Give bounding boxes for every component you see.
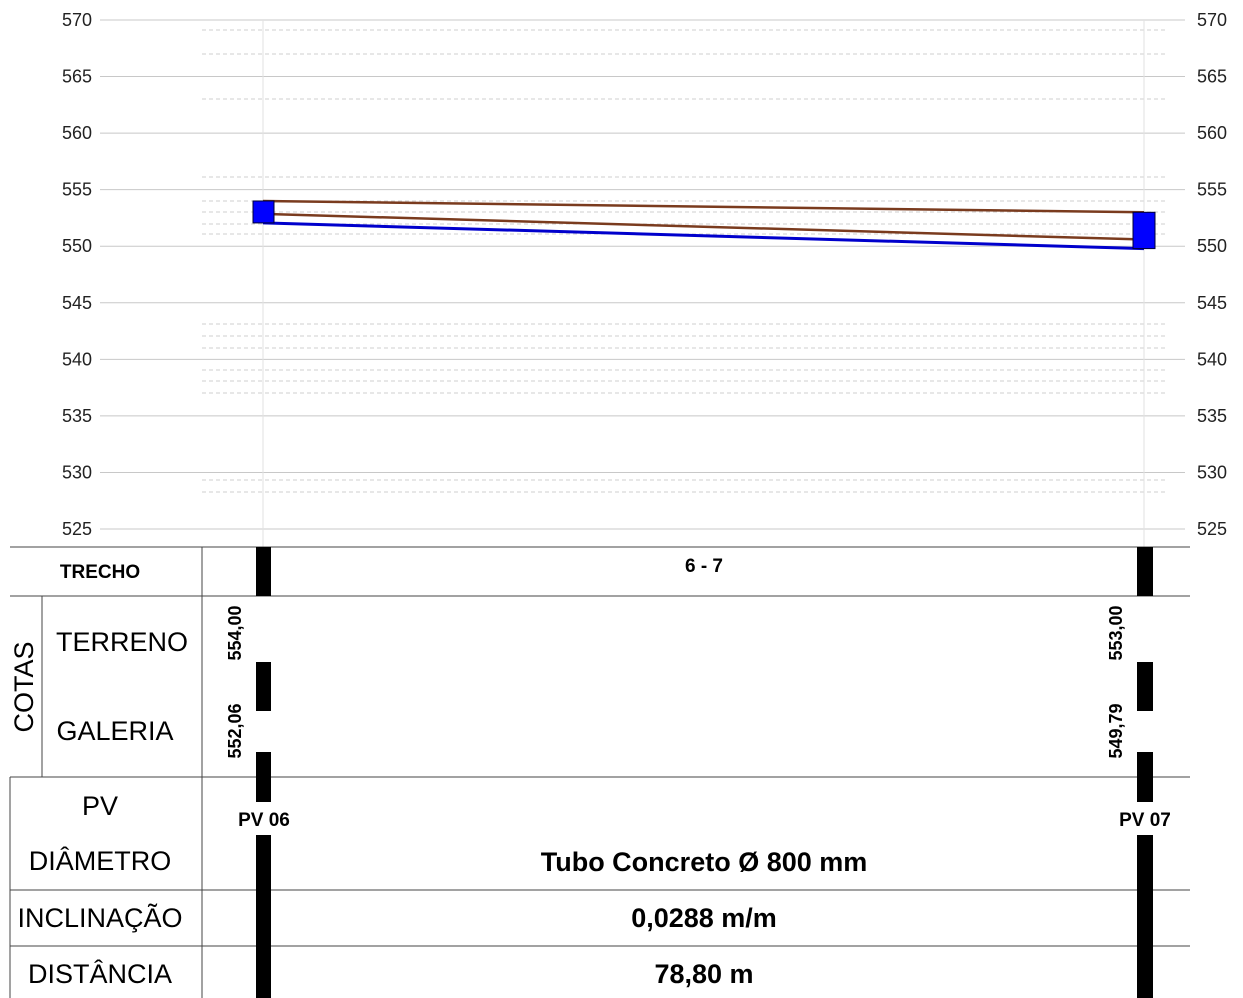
terreno-label: TERRENO bbox=[56, 627, 188, 657]
pipe-invert-line bbox=[262, 221, 1145, 251]
pv-name-pv07: PV 07 bbox=[1119, 810, 1171, 831]
galeria-value-pv07: 549,79 bbox=[1106, 703, 1126, 758]
left-axis-ticks: 570 565 560 555 550 545 540 535 530 525 bbox=[62, 10, 92, 539]
y-tick-label: 535 bbox=[1197, 406, 1227, 426]
y-tick-label: 560 bbox=[62, 123, 92, 143]
y-tick-label: 525 bbox=[1197, 519, 1227, 539]
diametro-label: DIÂMETRO bbox=[29, 845, 172, 876]
y-tick-label: 555 bbox=[62, 180, 92, 200]
inclinacao-label: INCLINAÇÃO bbox=[17, 902, 182, 933]
y-tick-label: 570 bbox=[62, 10, 92, 30]
station-bar-pv06 bbox=[256, 662, 271, 711]
data-table: TRECHO 6 - 7 COTAS TERRENO GALERIA PV DI… bbox=[9, 546, 1190, 998]
manhole-pv07 bbox=[1132, 211, 1156, 250]
station-bar-pv07 bbox=[1137, 547, 1153, 596]
y-tick-label: 545 bbox=[62, 293, 92, 313]
galeria-value-pv06: 552,06 bbox=[225, 703, 245, 758]
terreno-value-pv07: 553,00 bbox=[1106, 605, 1126, 660]
terrain-line bbox=[262, 199, 1145, 214]
y-tick-label: 530 bbox=[1197, 462, 1227, 482]
trecho-label: TRECHO bbox=[60, 562, 140, 583]
diametro-value: Tubo Concreto Ø 800 mm bbox=[541, 847, 868, 877]
station-bar-pv07 bbox=[1137, 752, 1153, 802]
distancia-label: DISTÂNCIA bbox=[28, 958, 172, 989]
galeria-label: GALERIA bbox=[56, 716, 173, 746]
y-tick-label: 550 bbox=[62, 236, 92, 256]
cotas-label: COTAS bbox=[9, 641, 39, 732]
chart-area: 570 565 560 555 550 545 540 535 530 525 570 565 560… bbox=[62, 10, 1227, 547]
y-tick-label: 565 bbox=[62, 67, 92, 87]
y-tick-label: 560 bbox=[1197, 123, 1227, 143]
terreno-value-pv06: 554,00 bbox=[225, 605, 245, 660]
y-tick-label: 550 bbox=[1197, 236, 1227, 256]
inclinacao-value: 0,0288 m/m bbox=[631, 903, 777, 933]
y-tick-label: 535 bbox=[62, 406, 92, 426]
right-axis-ticks: 570 565 560 555 550 545 540 535 530 525 bbox=[1197, 10, 1227, 539]
pipe-crown-line bbox=[262, 212, 1145, 241]
trecho-value: 6 - 7 bbox=[685, 556, 723, 577]
station-bar-pv06 bbox=[256, 547, 271, 596]
y-tick-label: 545 bbox=[1197, 293, 1227, 313]
station-bar-pv07 bbox=[1137, 662, 1153, 711]
station-bar-pv06 bbox=[256, 835, 271, 998]
distancia-value: 78,80 m bbox=[654, 959, 753, 989]
y-tick-label: 565 bbox=[1197, 67, 1227, 87]
y-tick-label: 540 bbox=[1197, 349, 1227, 369]
y-tick-label: 530 bbox=[62, 462, 92, 482]
y-tick-label: 555 bbox=[1197, 180, 1227, 200]
y-tick-label: 525 bbox=[62, 519, 92, 539]
manhole-pv06 bbox=[252, 200, 275, 224]
station-bar-pv06 bbox=[256, 752, 271, 802]
pv-name-pv06: PV 06 bbox=[238, 810, 290, 831]
y-tick-label: 570 bbox=[1197, 10, 1227, 30]
pv-label: PV bbox=[82, 791, 118, 821]
y-tick-label: 540 bbox=[62, 349, 92, 369]
station-bar-pv07 bbox=[1137, 835, 1153, 998]
